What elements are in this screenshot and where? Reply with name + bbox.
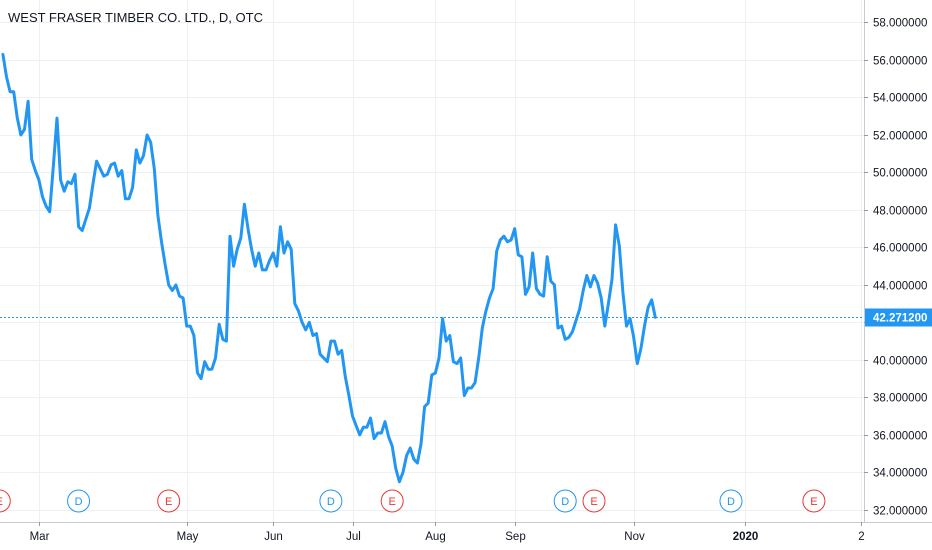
dividend-marker-circle <box>67 489 91 513</box>
xtick-label: Nov <box>624 531 645 543</box>
dividend-marker[interactable]: D <box>319 489 343 513</box>
xtick-label: May <box>177 531 199 543</box>
earnings-marker[interactable]: E <box>582 489 606 513</box>
dividend-marker[interactable]: D <box>67 489 91 513</box>
ytick-label: 36.000000 <box>873 431 927 443</box>
earnings-marker[interactable]: E <box>0 489 11 513</box>
ytick-label: 34.000000 <box>873 468 927 480</box>
earnings-marker-label: E <box>0 496 3 508</box>
event-markers[interactable]: EDEDEDEDE <box>0 489 826 513</box>
earnings-marker-circle <box>582 489 606 513</box>
time-axis[interactable]: Mar May Jun Jul Aug Sep Nov 2020 2 <box>30 522 865 543</box>
dividend-marker-label: D <box>727 496 735 508</box>
dividend-marker-label: D <box>561 496 569 508</box>
xtick-label: 2020 <box>733 531 759 543</box>
dividend-marker-circle <box>553 489 577 513</box>
earnings-marker[interactable]: E <box>802 489 826 513</box>
ytick-label: 32.000000 <box>873 506 927 518</box>
dividend-marker-circle <box>319 489 343 513</box>
last-price-label: 42.271200 <box>865 308 932 327</box>
series-line[interactable] <box>1 52 657 484</box>
ytick-label: 54.000000 <box>873 93 927 105</box>
ytick-label: 38.000000 <box>873 393 927 405</box>
xtick-label: 2 <box>858 531 864 543</box>
xtick-label: Sep <box>505 531 525 543</box>
grid <box>0 0 864 522</box>
earnings-marker[interactable]: E <box>157 489 181 513</box>
earnings-marker-circle <box>380 489 404 513</box>
earnings-marker-circle <box>802 489 826 513</box>
chart-title: WEST FRASER TIMBER CO. LTD., D, OTC <box>8 10 263 25</box>
ytick-label: 48.000000 <box>873 206 927 218</box>
ytick-label: 50.000000 <box>873 168 927 180</box>
price-axis[interactable]: 32.000000 34.000000 36.000000 38.000000 40.0… <box>864 18 927 518</box>
dividend-marker[interactable]: D <box>553 489 577 513</box>
ytick-label: 44.000000 <box>873 281 927 293</box>
xtick-label: Jul <box>346 531 361 543</box>
ytick-label: 46.000000 <box>873 243 927 255</box>
dividend-marker-label: D <box>327 496 335 508</box>
dividend-marker-label: D <box>75 496 83 508</box>
xtick-label: Mar <box>30 531 50 543</box>
ytick-label: 56.000000 <box>873 56 927 68</box>
earnings-marker-label: E <box>810 496 817 508</box>
last-price-value: 42.271200 <box>873 313 927 325</box>
earnings-marker-circle <box>0 489 11 513</box>
earnings-marker-label: E <box>165 496 172 508</box>
ytick-label: 40.000000 <box>873 356 927 368</box>
earnings-marker-label: E <box>388 496 395 508</box>
dividend-marker[interactable]: D <box>719 489 743 513</box>
xtick-label: Jun <box>264 531 283 543</box>
ytick-label: 52.000000 <box>873 131 927 143</box>
earnings-marker-circle <box>157 489 181 513</box>
dividend-marker-circle <box>719 489 743 513</box>
earnings-marker-label: E <box>590 496 597 508</box>
earnings-marker[interactable]: E <box>380 489 404 513</box>
xtick-label: Aug <box>425 531 445 543</box>
ytick-label: 58.000000 <box>873 18 927 30</box>
